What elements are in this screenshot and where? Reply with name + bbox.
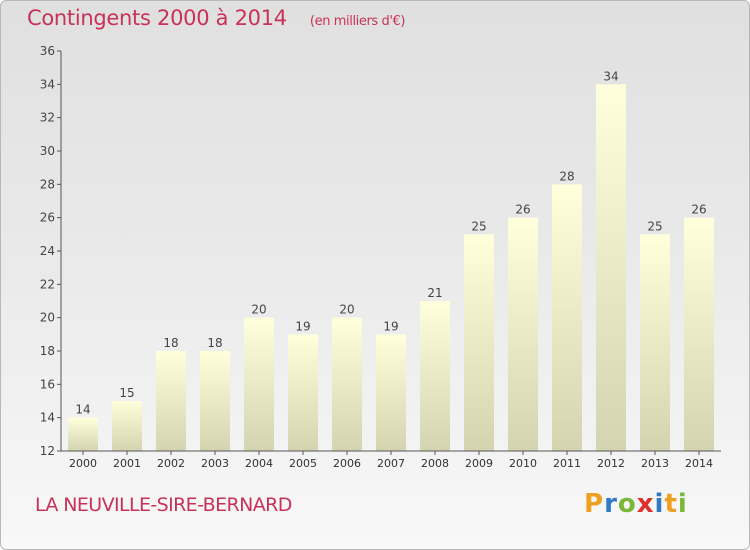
bar-value-label: 18 (163, 336, 178, 350)
bar (508, 217, 538, 451)
bar-value-label: 15 (119, 386, 134, 400)
x-tick-label: 2011 (553, 457, 581, 470)
x-tick-label: 2009 (465, 457, 493, 470)
bar-value-label: 28 (559, 169, 574, 183)
bar-value-label: 20 (251, 303, 266, 317)
bar (596, 84, 626, 451)
bar (200, 351, 230, 451)
x-tick-label: 2012 (597, 457, 625, 470)
x-tick-label: 2008 (421, 457, 449, 470)
y-tick-label: 16 (40, 377, 55, 391)
bar (552, 184, 582, 452)
x-tick-label: 2000 (69, 457, 97, 470)
y-tick-label: 34 (40, 77, 55, 91)
x-tick-label: 2007 (377, 457, 405, 470)
commune-name: LA NEUVILLE-SIRE-BERNARD (35, 494, 292, 516)
bar (464, 234, 494, 451)
bar-value-label: 19 (295, 319, 310, 333)
bar-value-label: 21 (427, 286, 442, 300)
bars-group (68, 84, 714, 452)
bar (420, 301, 450, 451)
bar-value-label: 19 (383, 319, 398, 333)
chart-subtitle: (en milliers d'€) (309, 14, 406, 29)
x-tick-label: 2005 (289, 457, 317, 470)
x-tick-label: 2001 (113, 457, 141, 470)
x-axis: 2000 2001 2002 2003 2004 2005 2006 2007 2008 2009… (61, 450, 721, 470)
bar (288, 334, 318, 451)
y-tick-label: 36 (40, 44, 55, 58)
bar-value-label: 18 (207, 336, 222, 350)
title-block: Contingents 2000 à 2014 (en milliers d'€… (27, 6, 405, 30)
bar (68, 417, 98, 451)
bar (112, 401, 142, 451)
x-tick-label: 2013 (641, 457, 669, 470)
y-tick-label: 14 (40, 411, 55, 425)
bar-value-label: 26 (515, 203, 530, 217)
bar-value-label: 14 (75, 403, 90, 417)
proxiti-logo: Proxiti (584, 489, 688, 519)
y-tick-label: 12 (40, 444, 55, 458)
y-tick-label: 28 (40, 177, 55, 191)
y-axis: 12 14 16 18 20 22 24 26 28 30 32 34 36 (40, 44, 62, 458)
x-tick-label: 2004 (245, 457, 273, 470)
y-tick-label: 26 (40, 211, 55, 225)
x-tick-label: 2002 (157, 457, 185, 470)
bar-value-label: 25 (647, 219, 662, 233)
bar-value-label: 34 (603, 69, 618, 83)
x-tick-label: 2006 (333, 457, 361, 470)
bar (332, 317, 362, 451)
x-tick-label: 2010 (509, 457, 537, 470)
bar-value-label: 26 (691, 203, 706, 217)
bar-value-label: 25 (471, 219, 486, 233)
bar (684, 217, 714, 451)
y-tick-label: 22 (40, 277, 55, 291)
y-tick-label: 30 (40, 144, 55, 158)
y-tick-label: 32 (40, 111, 55, 125)
bar (156, 351, 186, 451)
x-tick-label: 2014 (685, 457, 713, 470)
bar (376, 334, 406, 451)
chart-title: Contingents 2000 à 2014 (27, 6, 287, 30)
y-tick-label: 24 (40, 244, 55, 258)
bar-value-label: 20 (339, 303, 354, 317)
data-labels-group: 14 15 18 18 20 19 20 19 21 25 26 28 34 25 26 (75, 69, 706, 416)
bar (244, 317, 274, 451)
x-tick-label: 2003 (201, 457, 229, 470)
y-tick-label: 20 (40, 311, 55, 325)
bar (640, 234, 670, 451)
y-tick-label: 18 (40, 344, 55, 358)
